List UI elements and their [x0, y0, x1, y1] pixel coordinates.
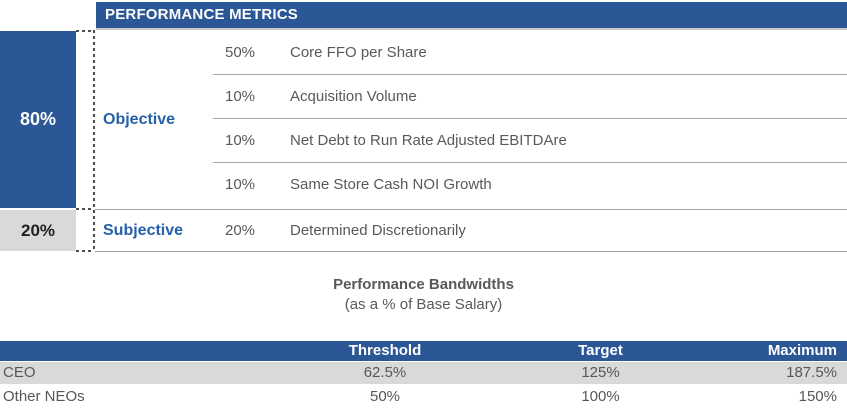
metric-name: Determined Discretionarily [290, 222, 466, 239]
header-cell-maximum: Maximum [767, 342, 837, 359]
dashed-bracket-tooth-top [76, 30, 94, 32]
category-label-objective: Objective [103, 110, 176, 128]
subjective-weight-block: 20% [0, 210, 76, 251]
threshold-value: 62.5% [363, 364, 407, 381]
metric-name: Same Store Cash NOI Growth [290, 176, 492, 193]
bandwidths-row-other-neos: Other NEOs 50% 100% 150% [0, 386, 847, 408]
header-cell-target: Target [578, 342, 623, 359]
dashed-bracket-tooth-bottom [76, 250, 94, 252]
metric-name: Net Debt to Run Rate Adjusted EBITDAre [290, 132, 567, 149]
bandwidths-row-ceo: CEO 62.5% 125% 187.5% [0, 362, 847, 384]
row-divider [213, 162, 847, 163]
row-divider [213, 118, 847, 119]
bandwidths-title: Performance Bandwidths [333, 276, 514, 293]
row-label: CEO [3, 364, 36, 381]
objective-weight-block: 80% [0, 31, 76, 208]
metric-name: Core FFO per Share [290, 44, 427, 61]
target-value: 100% [581, 388, 620, 405]
maximum-value: 187.5% [786, 364, 837, 381]
metric-weight: 20% [225, 222, 256, 239]
dashed-bracket-tooth-middle [76, 208, 94, 210]
metric-name: Acquisition Volume [290, 88, 417, 105]
metric-weight: 10% [225, 176, 256, 193]
row-divider [213, 74, 847, 75]
metric-row-subjective: 20% Determined Discretionarily [95, 209, 847, 252]
metric-weight: 50% [225, 44, 256, 61]
performance-metrics-header: PERFORMANCE METRICS [96, 2, 847, 30]
threshold-value: 50% [369, 388, 401, 405]
header-cell-label [0, 341, 275, 361]
metric-weight: 10% [225, 88, 256, 105]
metric-row: 50% Core FFO per Share [95, 31, 847, 75]
metric-row: 10% Net Debt to Run Rate Adjusted EBITDA… [95, 119, 847, 163]
bandwidths-header-row: Threshold Target Maximum [0, 341, 847, 361]
metric-weight: 10% [225, 132, 256, 149]
metric-row: 10% Same Store Cash NOI Growth [95, 163, 847, 207]
metric-row: 10% Acquisition Volume [95, 75, 847, 119]
maximum-value: 150% [798, 388, 837, 405]
header-cell-threshold: Threshold [348, 342, 422, 359]
bandwidths-subtitle: (as a % of Base Salary) [344, 296, 503, 313]
target-value: 125% [581, 364, 620, 381]
dashed-bracket-vertical [93, 30, 95, 252]
row-label: Other NEOs [3, 388, 85, 405]
category-label-subjective: Subjective [103, 221, 184, 239]
